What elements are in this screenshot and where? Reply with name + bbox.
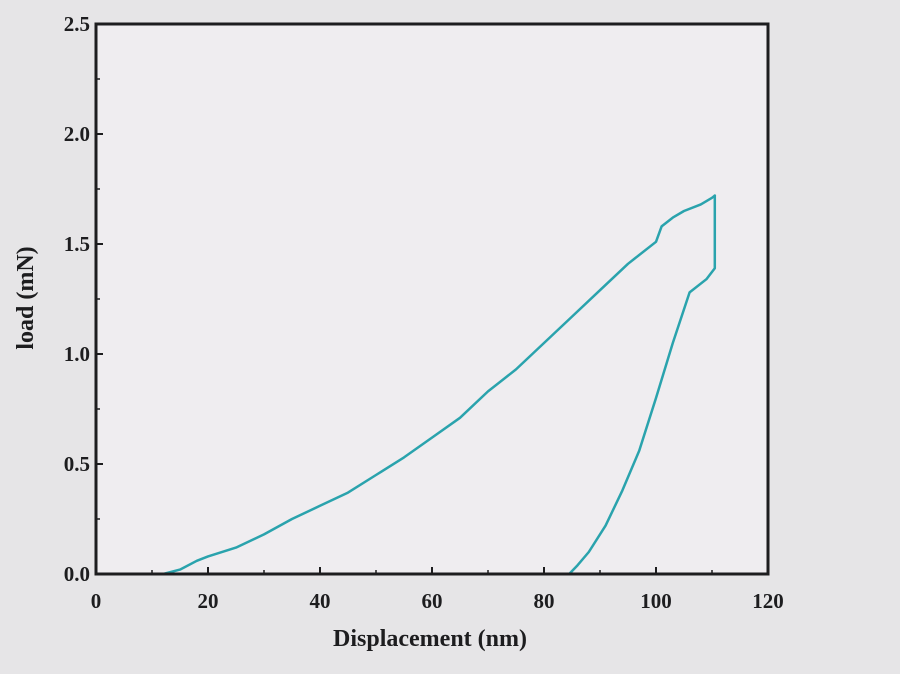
plot-background: [96, 24, 768, 574]
y-axis-title: load (mN): [13, 246, 39, 349]
plot-frame: [94, 22, 770, 576]
x-tick-label: 100: [640, 589, 672, 613]
loading-curve-line: [133, 194, 717, 576]
y-tick-label: 0.5: [64, 452, 90, 476]
y-tick-label: 2.0: [64, 122, 90, 146]
x-tick-label: 80: [534, 589, 555, 613]
series-layer: [133, 194, 717, 576]
y-tick-label: 1.0: [64, 342, 90, 366]
y-tick-label: 0.0: [64, 562, 90, 586]
x-tick-label: 60: [422, 589, 443, 613]
x-tick-label: 40: [310, 589, 331, 613]
y-tick-label: 1.5: [64, 232, 90, 256]
y-tick-label: 2.5: [64, 12, 90, 36]
x-tick-label: 120: [752, 589, 784, 613]
x-axis-title: Displacement (nm): [333, 626, 527, 652]
x-tick-label: 0: [91, 589, 102, 613]
unloading-curve-line: [567, 194, 717, 576]
x-tick-label: 20: [198, 589, 219, 613]
ticks-layer: 0 20 40 60 80 100 120 0.0 0.5 1.0 1.5 2.0 2.5: [64, 12, 784, 613]
